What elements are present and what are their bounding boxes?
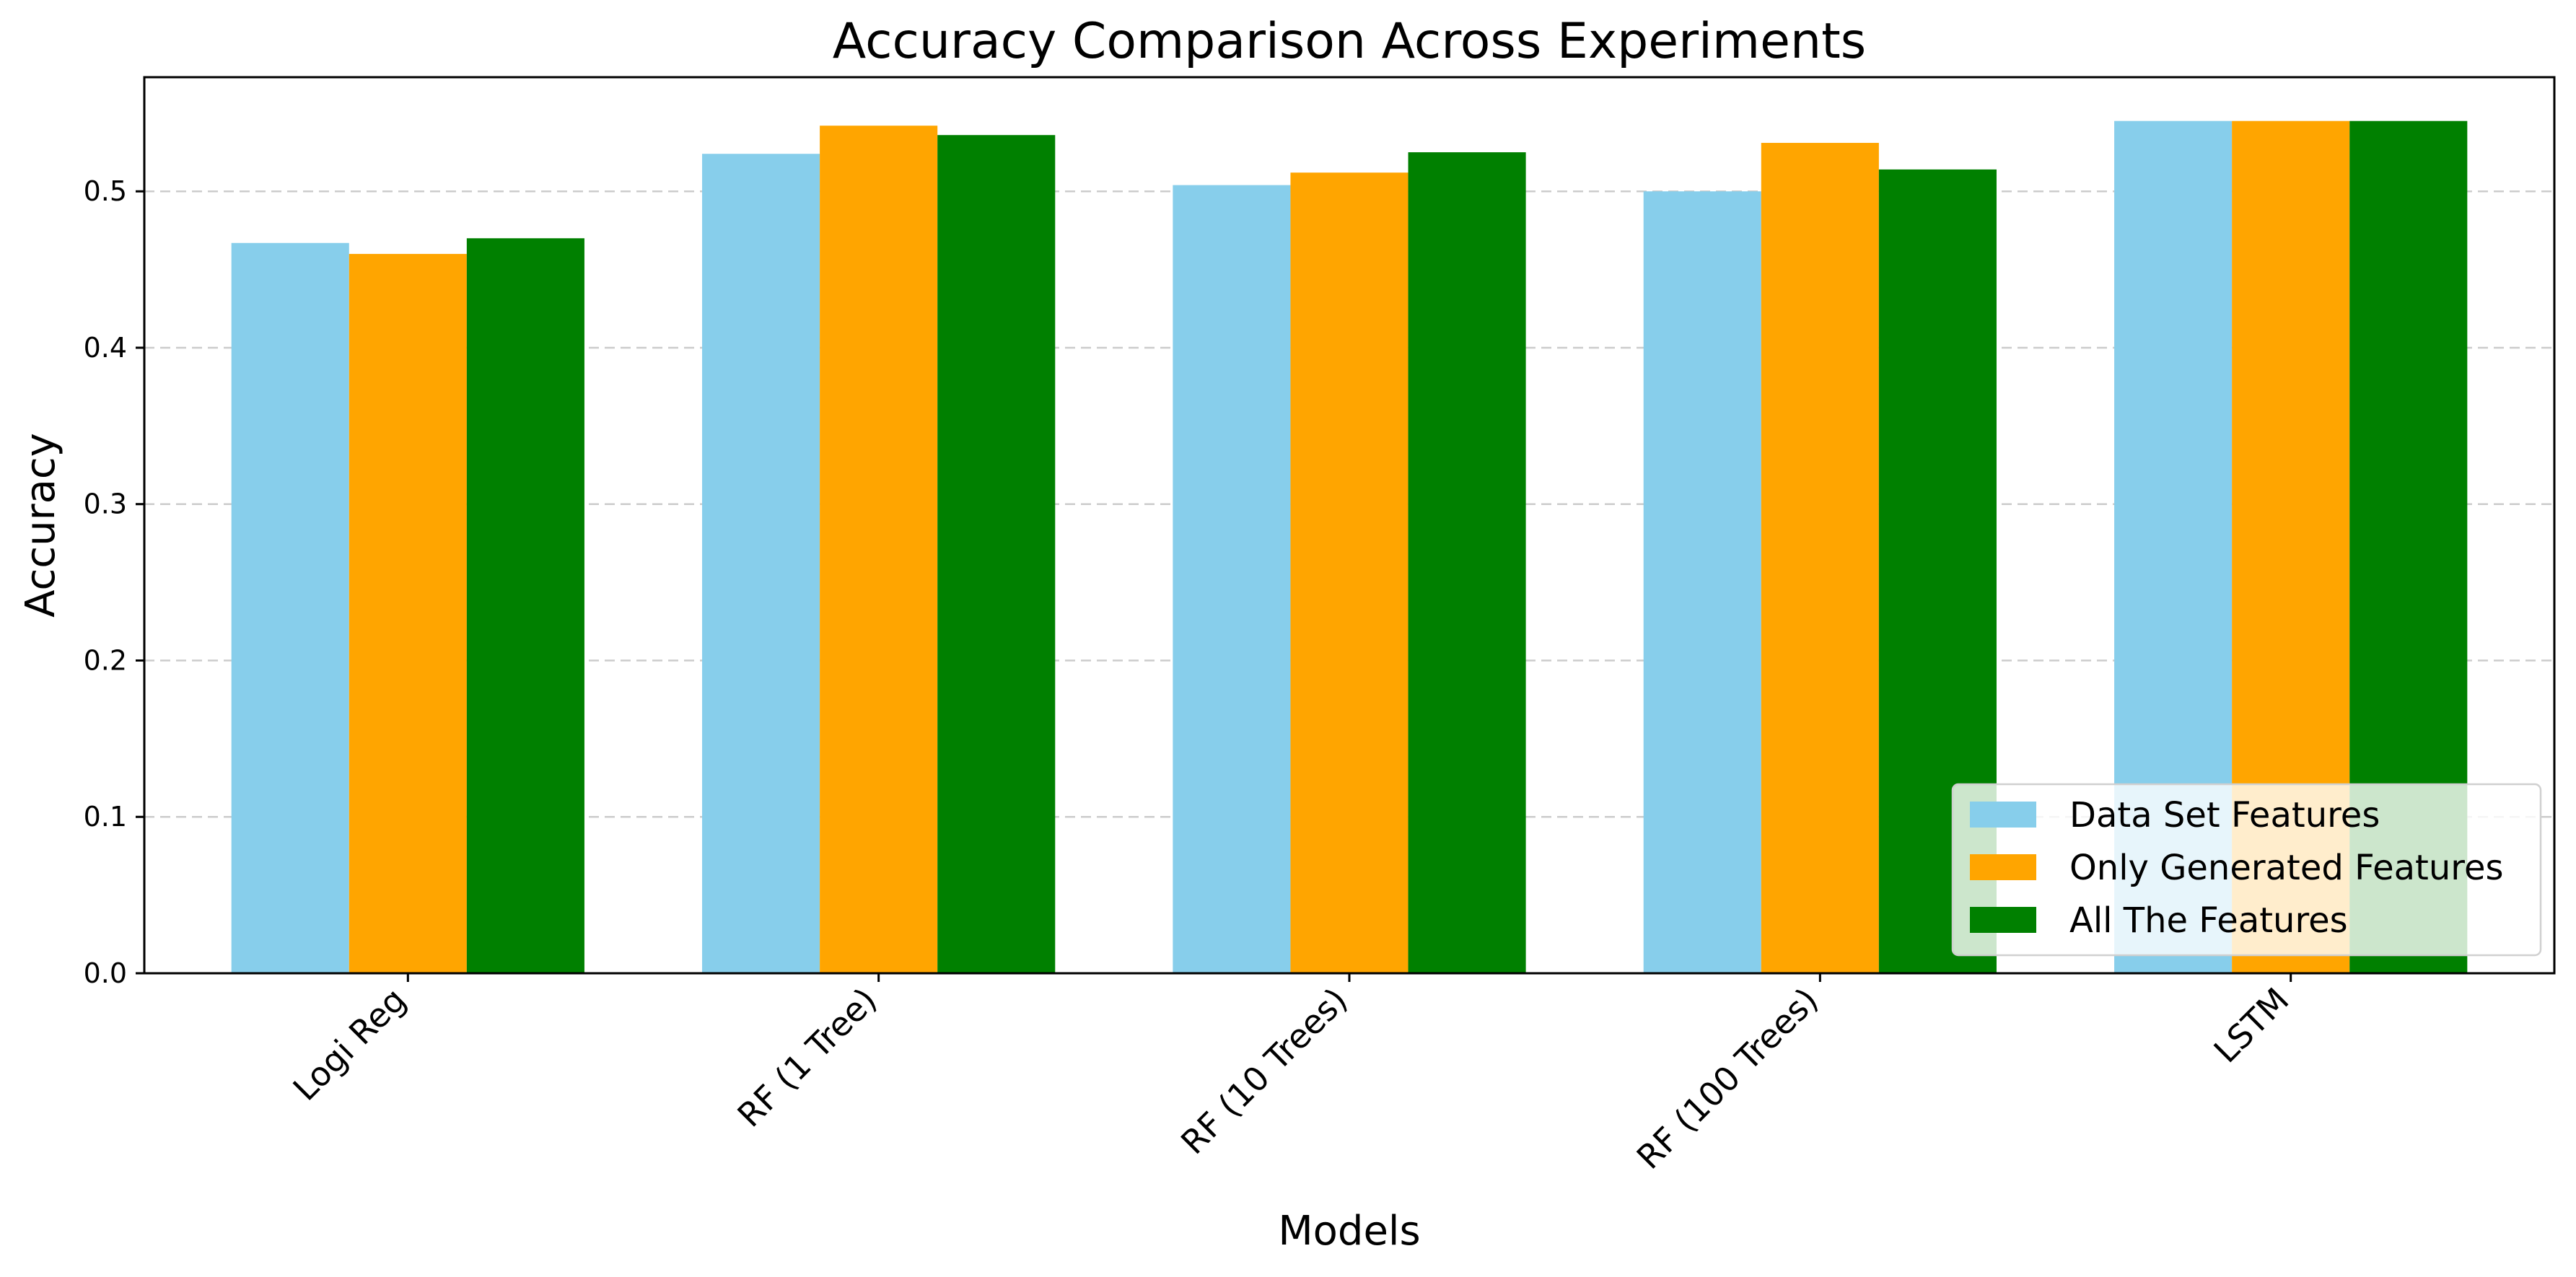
x-tick-label: Logi Reg <box>286 980 413 1108</box>
legend-swatch <box>1970 854 2036 880</box>
legend: Data Set Features Only Generated Features… <box>1951 783 2542 957</box>
bar-3-2 <box>937 135 1056 973</box>
x-tick-label: LSTM <box>2207 980 2297 1071</box>
chart-title: Accuracy Comparison Across Experiments <box>833 13 1866 70</box>
bar-2-3 <box>1290 172 1409 974</box>
legend-label: Data Set Features <box>2069 795 2380 835</box>
bars <box>231 120 2468 974</box>
x-tick-label: RF (100 Trees) <box>1629 980 1826 1177</box>
bar-2-1 <box>349 253 467 973</box>
bar-1-4 <box>1643 191 1761 974</box>
bar-2-4 <box>1761 143 1879 974</box>
y-tick-label: 0.0 <box>84 957 127 989</box>
bar-1-2 <box>702 154 820 973</box>
legend-label: All The Features <box>2069 900 2348 941</box>
legend-swatch <box>1970 907 2036 933</box>
y-tick-label: 0.4 <box>84 332 127 364</box>
x-tick-label: RF (1 Tree) <box>730 980 884 1135</box>
x-tick-label: RF (10 Trees) <box>1173 980 1355 1162</box>
bar-1-1 <box>231 242 349 973</box>
legend-swatch <box>1970 802 2036 828</box>
bar-1-3 <box>1173 185 1291 974</box>
bar-3-3 <box>1408 152 1526 974</box>
y-tick-label: 0.5 <box>84 175 127 207</box>
bar-3-1 <box>466 238 584 973</box>
y-tick-label: 0.3 <box>84 488 127 520</box>
y-tick-label: 0.2 <box>84 644 127 676</box>
bar-2-2 <box>820 126 938 973</box>
x-axis-label: Models <box>1278 1208 1420 1255</box>
y-tick-label: 0.1 <box>84 801 127 833</box>
legend-label: Only Generated Features <box>2069 848 2504 888</box>
legend-box <box>1951 783 2542 957</box>
y-axis-label: Accuracy <box>17 433 64 618</box>
